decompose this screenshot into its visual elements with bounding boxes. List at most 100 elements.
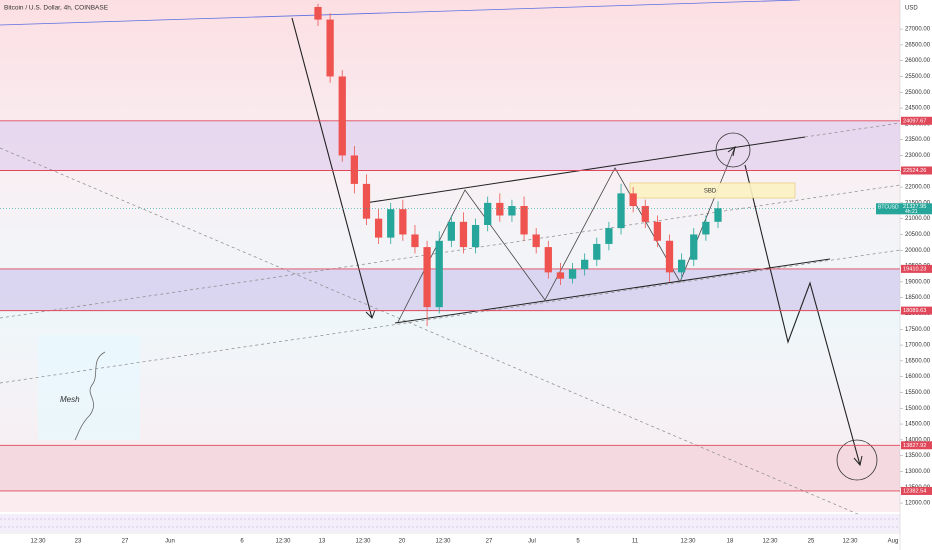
zone — [0, 268, 900, 311]
candle-body — [496, 202, 504, 216]
y-tick-label: 24500.00 — [905, 106, 931, 112]
level-label: 18089.63 — [903, 308, 926, 314]
y-tick-label: 21000.00 — [905, 216, 931, 222]
candle-body — [411, 234, 419, 248]
level-tag — [901, 116, 932, 125]
candle-body — [314, 6, 322, 20]
y-tick-label: 17500.00 — [905, 327, 931, 333]
currency: USD — [905, 6, 918, 12]
y-tick-label: 22000.00 — [905, 185, 931, 191]
candle-body — [399, 209, 407, 235]
x-tick-label: 12:30 — [680, 539, 696, 545]
candle-body — [508, 206, 516, 216]
y-tick-label: 18500.00 — [905, 295, 931, 301]
candle-body — [362, 183, 371, 219]
x-tick-label: 12:30 — [30, 539, 46, 545]
y-tick-label: 27000.00 — [905, 27, 931, 33]
annotation: SBD — [704, 189, 717, 195]
x-tick-label: 27 — [486, 539, 493, 545]
signature — [74, 351, 106, 441]
level-tag — [901, 264, 932, 273]
symbol-label: BTCUSD — [878, 205, 899, 211]
y-tick-label: 23500.00 — [905, 137, 931, 143]
candle-body — [702, 221, 710, 235]
level-tag — [901, 486, 932, 495]
candle-body — [617, 193, 625, 229]
candle-body — [568, 269, 577, 279]
x-tick-label: 12:30 — [275, 539, 291, 545]
level-tag — [901, 166, 932, 175]
y-tick-label: 20500.00 — [905, 232, 931, 238]
x-tick-label: 12:30 — [435, 539, 451, 545]
candle-body — [544, 247, 552, 273]
candle-body — [338, 76, 346, 156]
x-tick-label: 6 — [240, 539, 244, 545]
y-tick-label: 19000.00 — [905, 279, 931, 285]
x-tick-label: 12:30 — [762, 539, 778, 545]
level-tag — [901, 441, 932, 450]
x-tick-label: 12:30 — [842, 539, 858, 545]
candle-body — [435, 240, 443, 308]
y-tick-label: 15500.00 — [905, 390, 931, 396]
price-axis — [900, 0, 932, 550]
zone — [0, 120, 900, 171]
candle-body — [714, 208, 722, 222]
candle-body — [641, 206, 649, 222]
candle-body — [629, 193, 637, 207]
chart-title: Bitcoin / U.S. Dollar, 4h, COINBASE — [4, 5, 109, 12]
level-label: 24097.67 — [903, 118, 926, 124]
y-tick-label: 25500.00 — [905, 74, 931, 80]
candle-body — [484, 202, 492, 225]
candle-body — [653, 221, 662, 241]
candle-body — [326, 19, 334, 77]
level-label: 13827.92 — [903, 443, 926, 449]
indicator-pane — [0, 514, 900, 532]
y-tick-label: 15000.00 — [905, 406, 931, 412]
countdown: 4h:21 — [905, 209, 918, 215]
zone — [0, 445, 900, 491]
level-label: 12382.54 — [903, 488, 926, 494]
x-tick-label: 25 — [808, 539, 815, 545]
y-tick-label: 26000.00 — [905, 58, 931, 64]
x-tick-label: 20 — [399, 539, 406, 545]
candle-body — [423, 247, 431, 308]
x-tick-label: 23 — [75, 539, 82, 545]
level-label: 19410.23 — [903, 266, 926, 272]
y-tick-label: 13000.00 — [905, 469, 931, 475]
watermark-box — [38, 335, 140, 440]
candle-body — [605, 228, 613, 244]
x-tick-label: Aug — [888, 539, 899, 545]
x-tick-label: 12:30 — [355, 539, 371, 545]
candle-body — [459, 221, 468, 248]
y-tick-label: 16000.00 — [905, 374, 931, 380]
candle-body — [581, 259, 589, 270]
y-tick-label: 13500.00 — [905, 453, 931, 459]
x-tick-label: 11 — [632, 539, 639, 545]
y-tick-label: 16500.00 — [905, 358, 931, 364]
candle-body — [447, 221, 455, 241]
x-tick-label: Jul — [528, 539, 536, 545]
candle-body — [387, 209, 395, 238]
candle-body — [665, 240, 674, 273]
x-tick-label: 5 — [576, 539, 580, 545]
level-label: 22524.26 — [903, 168, 926, 174]
watermark: Mesh — [60, 395, 80, 404]
y-tick-label: 25000.00 — [905, 90, 931, 96]
candle-body — [471, 224, 480, 248]
candle-body — [678, 259, 686, 273]
y-tick-label: 23000.00 — [905, 153, 931, 159]
y-tick-label: 14500.00 — [905, 422, 931, 428]
y-tick-label: 14000.00 — [905, 437, 931, 443]
drawings — [0, 0, 901, 516]
y-tick-label: 17000.00 — [905, 343, 931, 349]
x-tick-label: 27 — [122, 539, 129, 545]
candle-body — [350, 155, 358, 184]
y-tick-label: 26500.00 — [905, 42, 931, 48]
y-tick-label: 20000.00 — [905, 248, 931, 254]
candle-body — [593, 243, 601, 260]
x-tick-label: 18 — [727, 539, 734, 545]
last-price-label: 21327.95 — [903, 204, 926, 210]
x-tick-label: 13 — [319, 539, 326, 545]
level-tag — [901, 306, 932, 315]
plot-background — [0, 0, 900, 512]
